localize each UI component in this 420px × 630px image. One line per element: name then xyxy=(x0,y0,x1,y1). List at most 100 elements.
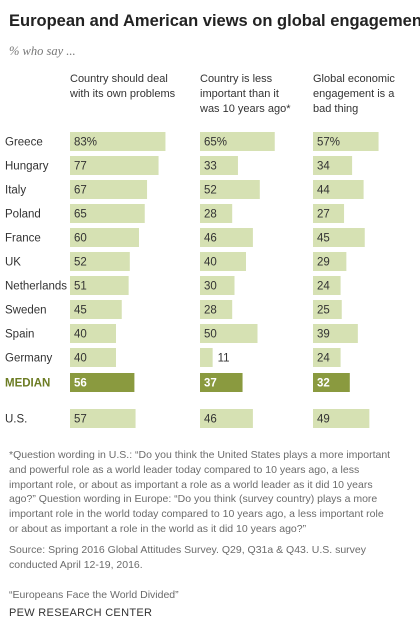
data-label-germany-series-1: 40 xyxy=(74,353,87,365)
column-header-1-line-1: Country should deal xyxy=(70,73,168,85)
data-label-spain-series-2: 50 xyxy=(204,329,217,341)
data-label-france-series-3: 45 xyxy=(317,233,330,245)
column-header-3-line-1: Global economic xyxy=(313,73,395,85)
bar-median-series-2 xyxy=(200,373,243,392)
bar-greece-series-1 xyxy=(70,132,166,151)
data-label-median-series-3: 32 xyxy=(317,378,330,390)
bar-netherlands-series-1 xyxy=(70,276,129,295)
chart-title: European and American views on global en… xyxy=(9,12,420,30)
category-label-france: France xyxy=(5,233,41,245)
column-header-3-line-3: bad thing xyxy=(313,103,359,115)
category-label-spain: Spain xyxy=(5,329,34,341)
bar-italy-series-1 xyxy=(70,180,148,199)
bar-france-series-1 xyxy=(70,228,139,247)
data-label-france-series-2: 46 xyxy=(204,233,217,245)
bar-sweden-series-2 xyxy=(200,300,233,319)
footnote-line: *Question wording in U.S.: “Do you think… xyxy=(9,449,391,461)
data-label-hungary-series-2: 33 xyxy=(204,161,217,173)
data-label-poland-series-1: 65 xyxy=(74,209,87,221)
category-label-sweden: Sweden xyxy=(5,305,47,317)
footnote: *Question wording in U.S.: “Do you think… xyxy=(9,448,413,537)
footnote-line: and powerful role as a world leader toda… xyxy=(9,463,360,476)
bar-median-series-1 xyxy=(70,373,135,392)
data-label-median-series-2: 37 xyxy=(204,378,217,390)
data-label-poland-series-3: 27 xyxy=(317,209,330,221)
column-header-1-line-2: with its own problems xyxy=(70,88,176,100)
footnote-line: or about as important a role in the worl… xyxy=(9,522,307,535)
bar-germany-series-2 xyxy=(200,348,213,367)
bar-uk-series-1 xyxy=(70,252,130,271)
data-label-u-s-series-2: 46 xyxy=(204,414,217,426)
bar-italy-series-3 xyxy=(313,180,364,199)
footnote-line: ago?” Question wording in Europe: “Do yo… xyxy=(9,493,378,506)
bar-median-series-3 xyxy=(313,373,350,392)
data-label-italy-series-3: 44 xyxy=(317,185,330,197)
category-label-hungary: Hungary xyxy=(5,161,49,173)
data-label-hungary-series-3: 34 xyxy=(317,161,330,173)
category-label-u-s: U.S. xyxy=(5,414,27,426)
bar-italy-series-2 xyxy=(200,180,260,199)
data-label-netherlands-series-3: 24 xyxy=(317,281,330,293)
category-label-greece: Greece xyxy=(5,137,43,149)
bar-hungary-series-1 xyxy=(70,156,159,175)
bar-poland-series-2 xyxy=(200,204,233,223)
bar-poland-series-3 xyxy=(313,204,345,223)
data-label-sweden-series-2: 28 xyxy=(204,305,217,317)
column-header-1: Country should deal with its own problem… xyxy=(70,72,175,102)
category-label-uk: UK xyxy=(5,257,21,269)
data-label-uk-series-3: 29 xyxy=(317,257,330,269)
category-label-poland: Poland xyxy=(5,209,41,221)
report-title: “Europeans Face the World Divided” xyxy=(9,589,179,601)
data-label-netherlands-series-1: 51 xyxy=(74,281,87,293)
data-label-u-s-series-1: 57 xyxy=(74,414,87,426)
brand-name: PEW RESEARCH CENTER xyxy=(9,607,153,619)
column-header-3: Global economic engagement is a bad thin… xyxy=(313,72,395,117)
bar-sweden-series-1 xyxy=(70,300,122,319)
bar-u-s-series-3 xyxy=(313,409,370,428)
source-line: conducted April 12-19, 2016. xyxy=(9,558,143,571)
data-label-spain-series-3: 39 xyxy=(317,329,330,341)
data-label-italy-series-1: 67 xyxy=(74,185,87,197)
data-label-germany-series-3: 24 xyxy=(317,353,330,365)
bar-germany-series-3 xyxy=(313,348,341,367)
bar-u-s-series-2 xyxy=(200,409,253,428)
footnote-line: important role in the world today compar… xyxy=(9,508,384,521)
column-header-2-line-1: Country is less xyxy=(200,73,273,85)
bar-sweden-series-3 xyxy=(313,300,342,319)
data-label-netherlands-series-2: 30 xyxy=(204,281,217,293)
chart-subtitle: % who say ... xyxy=(9,44,76,58)
bar-hungary-series-2 xyxy=(200,156,238,175)
data-label-spain-series-1: 40 xyxy=(74,329,87,341)
data-label-france-series-1: 60 xyxy=(74,233,87,245)
column-header-2-line-2: important than it xyxy=(200,88,279,100)
bar-hungary-series-3 xyxy=(313,156,353,175)
data-label-greece-series-1: 83% xyxy=(74,137,97,149)
column-header-2-line-3: was 10 years ago* xyxy=(200,103,291,115)
bar-netherlands-series-3 xyxy=(313,276,341,295)
bar-poland-series-1 xyxy=(70,204,145,223)
data-label-poland-series-2: 28 xyxy=(204,209,217,221)
data-label-greece-series-3: 57% xyxy=(317,137,340,149)
data-label-greece-series-2: 65% xyxy=(204,137,227,149)
bar-uk-series-2 xyxy=(200,252,246,271)
data-label-median-series-1: 56 xyxy=(74,378,87,390)
category-label-italy: Italy xyxy=(5,185,26,197)
bar-netherlands-series-2 xyxy=(200,276,235,295)
bar-germany-series-1 xyxy=(70,348,116,367)
source-line: Source: Spring 2016 Global Attitudes Sur… xyxy=(9,544,366,556)
bar-spain-series-2 xyxy=(200,324,258,343)
bar-spain-series-1 xyxy=(70,324,116,343)
category-label-germany: Germany xyxy=(5,353,53,365)
bar-u-s-series-1 xyxy=(70,409,136,428)
bar-greece-series-3 xyxy=(313,132,379,151)
data-label-u-s-series-3: 49 xyxy=(317,414,330,426)
data-label-hungary-series-1: 77 xyxy=(74,161,87,173)
bar-france-series-3 xyxy=(313,228,365,247)
data-label-uk-series-1: 52 xyxy=(74,257,87,269)
bar-spain-series-3 xyxy=(313,324,358,343)
data-label-germany-series-2: 11 xyxy=(218,353,230,365)
data-label-sweden-series-3: 25 xyxy=(317,305,330,317)
source-note: Source: Spring 2016 Global Attitudes Sur… xyxy=(9,543,413,573)
bar-uk-series-3 xyxy=(313,252,347,271)
column-header-3-line-2: engagement is a xyxy=(313,88,395,100)
